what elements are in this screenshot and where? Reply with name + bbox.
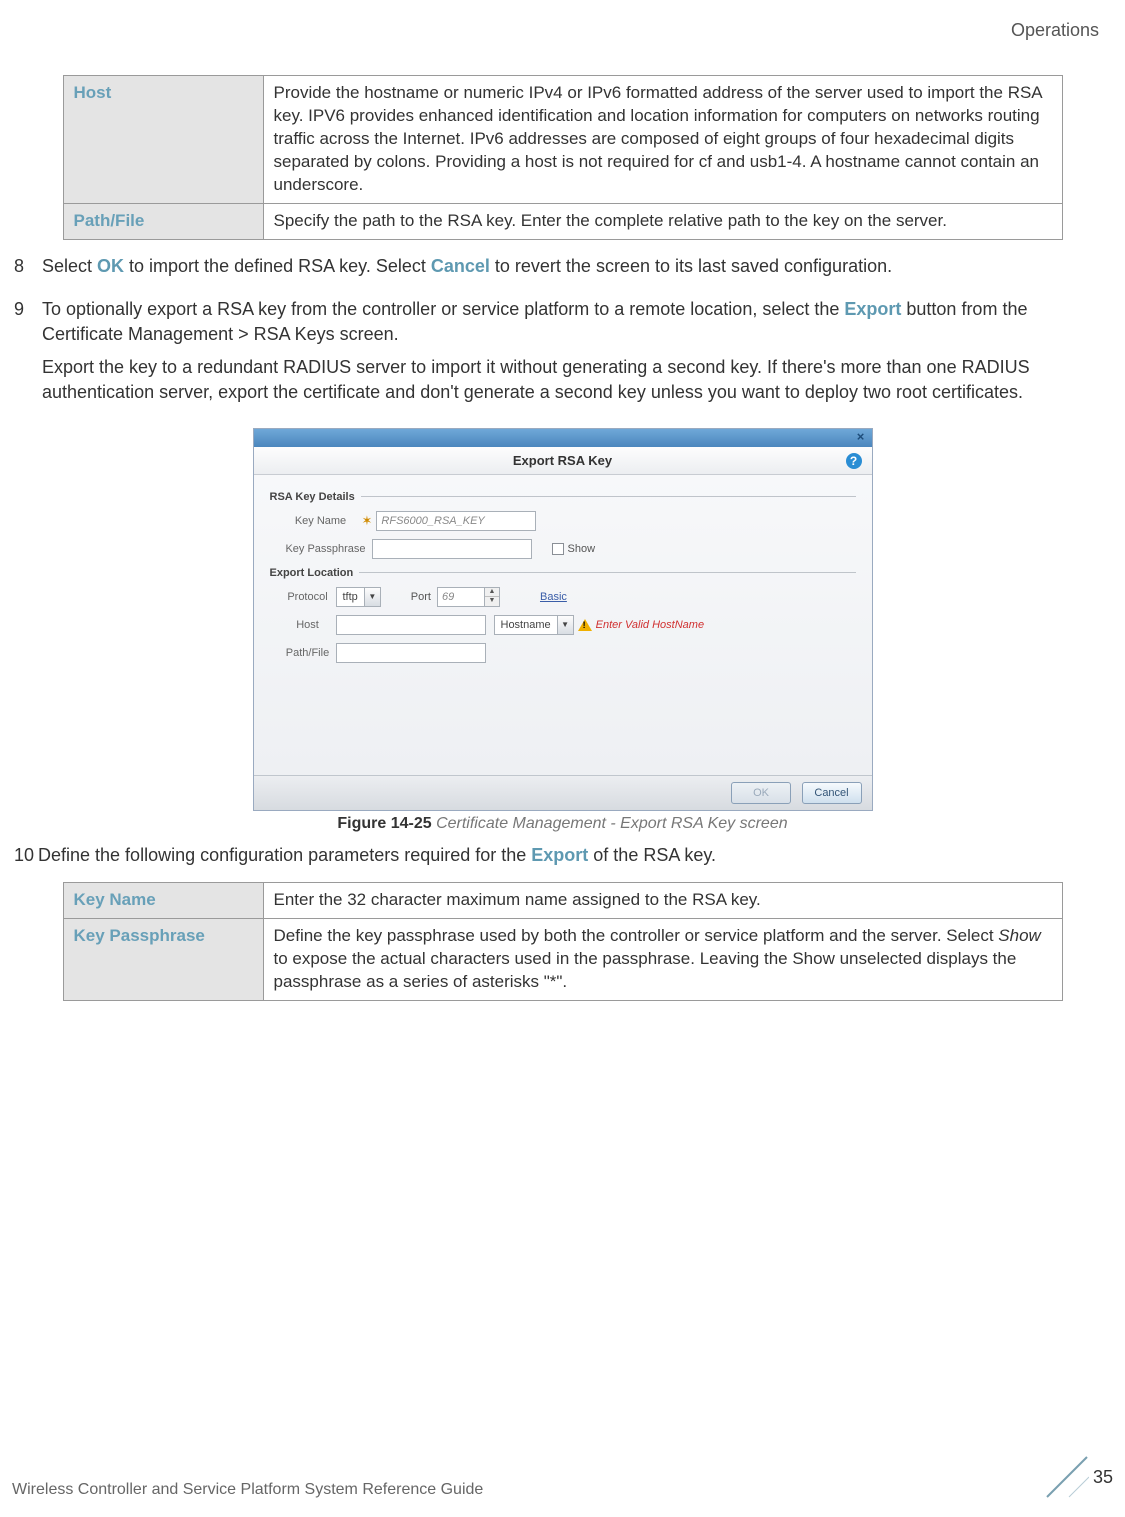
figure-label: Figure 14-25 — [337, 815, 431, 832]
cell-label: Key Name — [63, 882, 263, 918]
help-icon[interactable]: ? — [846, 453, 862, 469]
table-row: Host Provide the hostname or numeric IPv… — [63, 76, 1062, 204]
label-port: Port — [411, 591, 431, 603]
fieldset-label-text: Export Location — [270, 567, 354, 579]
dialog-footer: OK Cancel — [254, 775, 872, 810]
text: of the RSA key. — [588, 845, 716, 865]
footer-guide-title: Wireless Controller and Service Platform… — [12, 1481, 483, 1499]
fieldset-label-text: RSA Key Details — [270, 491, 355, 503]
chevron-down-icon: ▼ — [485, 597, 499, 606]
label-protocol: Protocol — [280, 591, 336, 603]
row-key-passphrase: Key Passphrase Show — [280, 539, 856, 559]
text: to revert the screen to its last saved c… — [490, 256, 892, 276]
label-path: Path/File — [280, 647, 336, 659]
row-protocol-port: Protocol tftp ▼ Port ▲▼ Basic — [280, 587, 856, 607]
step-8: 8 Select OK to import the defined RSA ke… — [14, 254, 1101, 287]
step-number: 9 — [14, 297, 42, 414]
page-number-box: 35 — [1045, 1455, 1113, 1499]
dialog-title: Export RSA Key ? — [254, 447, 872, 475]
chevron-up-icon: ▲ — [485, 588, 499, 597]
chevron-down-icon: ▼ — [364, 588, 380, 606]
chevron-down-icon: ▼ — [557, 616, 573, 634]
ok-button[interactable]: OK — [731, 782, 791, 804]
fieldset-rsa-details: RSA Key Details — [270, 491, 856, 503]
step-number: 8 — [14, 254, 42, 287]
hosttype-value: Hostname — [495, 619, 557, 631]
step-body: Define the following configuration param… — [38, 843, 1101, 876]
cell-desc: Provide the hostname or numeric IPv4 or … — [263, 76, 1062, 204]
basic-link[interactable]: Basic — [540, 591, 567, 603]
dialog-body: RSA Key Details Key Name ✶ Key Passphras… — [254, 475, 872, 775]
hosttype-select[interactable]: Hostname ▼ — [494, 615, 574, 635]
port-input[interactable] — [437, 587, 485, 607]
row-key-name: Key Name ✶ — [280, 511, 856, 531]
text: Select — [42, 256, 97, 276]
key-passphrase-input[interactable] — [372, 539, 532, 559]
figure-export-rsa-key: × Export RSA Key ? RSA Key Details Key N… — [12, 428, 1113, 833]
text: to import the defined RSA key. Select — [124, 256, 431, 276]
page-number: 35 — [1093, 1467, 1113, 1488]
dialog-title-text: Export RSA Key — [513, 453, 612, 468]
figure-title: Certificate Management - Export RSA Key … — [432, 815, 788, 832]
cell-label: Key Passphrase — [63, 918, 263, 1000]
table-export-params: Key Name Enter the 32 character maximum … — [63, 882, 1063, 1001]
page-footer: Wireless Controller and Service Platform… — [12, 1455, 1113, 1499]
step-body: To optionally export a RSA key from the … — [42, 297, 1101, 414]
cell-desc: Define the key passphrase used by both t… — [263, 918, 1062, 1000]
text: Export the key to a redundant RADIUS ser… — [42, 355, 1101, 405]
key-name-input[interactable] — [376, 511, 536, 531]
figure-caption: Figure 14-25 Certificate Management - Ex… — [12, 815, 1113, 833]
cell-desc: Enter the 32 character maximum name assi… — [263, 882, 1062, 918]
close-icon[interactable]: × — [854, 430, 868, 444]
host-input[interactable] — [336, 615, 486, 635]
required-star-icon: ✶ — [362, 513, 373, 529]
table-row: Key Name Enter the 32 character maximum … — [63, 882, 1062, 918]
warning-icon — [578, 619, 592, 631]
step-body: Select OK to import the defined RSA key.… — [42, 254, 1101, 287]
row-path: Path/File — [280, 643, 856, 663]
cancel-button[interactable]: Cancel — [802, 782, 862, 804]
label-key-passphrase: Key Passphrase — [280, 543, 372, 555]
label-host: Host — [280, 619, 336, 631]
text: Define the following configuration param… — [38, 845, 531, 865]
section-header: Operations — [12, 20, 1113, 41]
export-ref: Export — [844, 299, 901, 319]
ok-ref: OK — [97, 256, 124, 276]
host-error-text: Enter Valid HostName — [596, 619, 704, 631]
divider — [359, 572, 855, 573]
table-row: Key Passphrase Define the key passphrase… — [63, 918, 1062, 1000]
label-key-name: Key Name — [280, 515, 362, 527]
text: To optionally export a RSA key from the … — [42, 299, 844, 319]
cell-label: Host — [63, 76, 263, 204]
protocol-value: tftp — [337, 591, 364, 603]
show-checkbox[interactable] — [552, 543, 564, 555]
export-ref: Export — [531, 845, 588, 865]
step-10: 10 Define the following configuration pa… — [14, 843, 1101, 876]
cell-label: Path/File — [63, 203, 263, 239]
dialog-titlebar: × — [254, 429, 872, 447]
dialog-window: × Export RSA Key ? RSA Key Details Key N… — [253, 428, 873, 811]
table-import-params: Host Provide the hostname or numeric IPv… — [63, 75, 1063, 240]
fieldset-export-location: Export Location — [270, 567, 856, 579]
row-host: Host Hostname ▼ Enter Valid HostName — [280, 615, 856, 635]
protocol-select[interactable]: tftp ▼ — [336, 587, 381, 607]
cell-desc: Specify the path to the RSA key. Enter t… — [263, 203, 1062, 239]
cancel-ref: Cancel — [431, 256, 490, 276]
step-number: 10 — [14, 843, 38, 876]
path-input[interactable] — [336, 643, 486, 663]
table-row: Path/File Specify the path to the RSA ke… — [63, 203, 1062, 239]
step-9: 9 To optionally export a RSA key from th… — [14, 297, 1101, 414]
show-label: Show — [568, 543, 596, 555]
divider — [361, 496, 856, 497]
port-spinner[interactable]: ▲▼ — [484, 587, 500, 607]
page-number-decoration — [1045, 1455, 1089, 1499]
